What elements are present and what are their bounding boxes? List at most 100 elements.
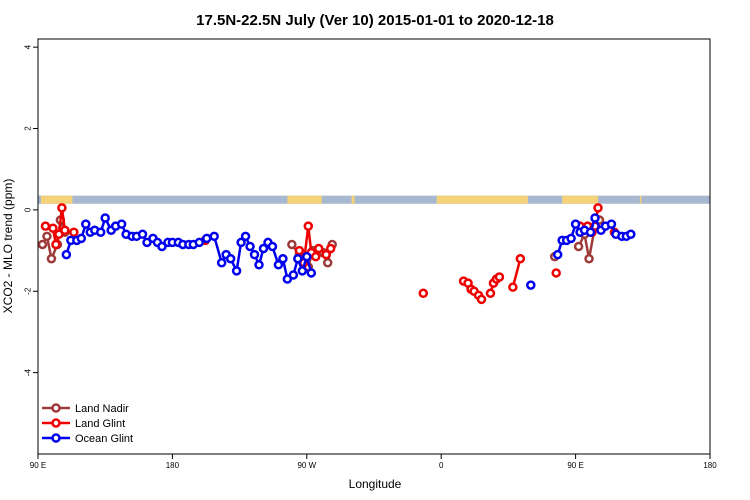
data-point — [81, 219, 91, 229]
data-point — [297, 266, 308, 276]
x-tick-label: 180 — [166, 461, 180, 470]
data-point — [584, 253, 594, 264]
x-tick-label: 90 W — [297, 461, 316, 470]
x-tick-label: 180 — [703, 461, 717, 470]
series-line — [511, 258, 522, 288]
data-point — [590, 213, 600, 223]
land-patch — [562, 195, 598, 204]
data-point — [201, 233, 212, 244]
data-point — [282, 274, 293, 284]
ocean-band — [38, 195, 710, 204]
data-point — [306, 268, 317, 278]
series-land-glint — [40, 203, 620, 305]
data-point — [57, 203, 67, 213]
data-point — [254, 260, 264, 270]
data-point — [570, 219, 581, 229]
land-patch — [639, 195, 642, 204]
data-point — [494, 272, 505, 282]
data-point — [303, 221, 314, 231]
data-point — [46, 253, 57, 264]
data-point — [225, 253, 236, 264]
legend-item: Land Glint — [42, 418, 125, 430]
data-point — [51, 239, 61, 250]
data-point — [325, 243, 336, 254]
data-point — [515, 253, 526, 264]
land-patch — [436, 195, 528, 204]
data-point — [313, 243, 324, 254]
data-point — [116, 219, 127, 229]
land-patch — [40, 195, 73, 204]
data-point — [249, 249, 260, 260]
legend-swatch-point — [51, 433, 61, 443]
data-point — [54, 229, 64, 240]
legend-swatch-point — [51, 403, 61, 413]
data-point — [552, 249, 563, 260]
data-point — [61, 249, 72, 260]
data-point — [526, 280, 536, 290]
data-point — [95, 227, 106, 238]
legend-label: Ocean Glint — [75, 433, 133, 445]
land-patch — [351, 195, 355, 204]
data-point — [508, 282, 518, 292]
series-layer — [38, 203, 636, 305]
x-tick-label: 0 — [439, 461, 444, 470]
data-point — [294, 245, 305, 256]
data-point — [100, 213, 110, 223]
data-point — [38, 239, 48, 250]
chart-title: 17.5N-22.5N July (Ver 10) 2015-01-01 to … — [196, 12, 554, 29]
y-tick-label: 2 — [24, 126, 33, 131]
y-tick-label: 0 — [24, 207, 33, 212]
legend-label: Land Nadir — [75, 403, 129, 415]
data-point — [322, 258, 333, 268]
data-point — [236, 237, 246, 248]
data-point — [293, 253, 303, 264]
data-point — [60, 225, 70, 235]
data-point — [216, 258, 227, 268]
legend-swatch-point — [51, 418, 61, 428]
y-axis: 4 2 0 -2 -4 — [24, 44, 38, 377]
data-point — [573, 241, 584, 252]
land-patch — [287, 195, 322, 204]
y-tick-label: -2 — [24, 287, 33, 295]
data-point — [626, 229, 636, 240]
x-axis: 90 E 180 90 W 0 90 E 180 — [30, 454, 717, 470]
data-point — [245, 241, 255, 252]
data-point — [593, 203, 603, 213]
legend-item: Land Nadir — [42, 403, 129, 415]
data-point — [287, 239, 297, 250]
data-point — [418, 288, 429, 299]
data-point — [142, 237, 152, 248]
x-tick-label: 90 E — [567, 461, 583, 470]
data-point — [311, 251, 321, 262]
legend-item: Ocean Glint — [42, 433, 133, 445]
data-point — [48, 223, 58, 233]
data-point — [566, 233, 576, 244]
data-point — [485, 288, 496, 299]
data-point — [209, 231, 219, 242]
data-point — [157, 241, 167, 252]
legend: Land Nadir Land Glint Ocean Glint — [42, 403, 133, 445]
y-axis-label: XCO2 - MLO trend (ppm) — [1, 179, 15, 314]
y-tick-label: 4 — [24, 44, 33, 49]
data-point — [321, 249, 331, 260]
data-point — [42, 231, 52, 242]
data-point — [267, 241, 278, 252]
data-point — [273, 260, 284, 270]
data-point — [40, 221, 51, 231]
legend-label: Land Glint — [75, 418, 125, 430]
data-point — [551, 268, 561, 278]
data-point — [585, 227, 596, 238]
data-point — [231, 266, 242, 276]
data-point — [606, 219, 617, 229]
data-point — [302, 251, 312, 262]
plot-frame — [37, 38, 711, 455]
data-point — [258, 243, 269, 254]
series-ocean-glint — [61, 213, 636, 290]
data-point — [194, 237, 205, 248]
data-point — [69, 227, 79, 238]
x-axis-label: Longitude — [349, 477, 402, 491]
y-tick-label: -4 — [24, 369, 33, 377]
data-point — [476, 294, 487, 305]
data-point — [288, 270, 299, 280]
